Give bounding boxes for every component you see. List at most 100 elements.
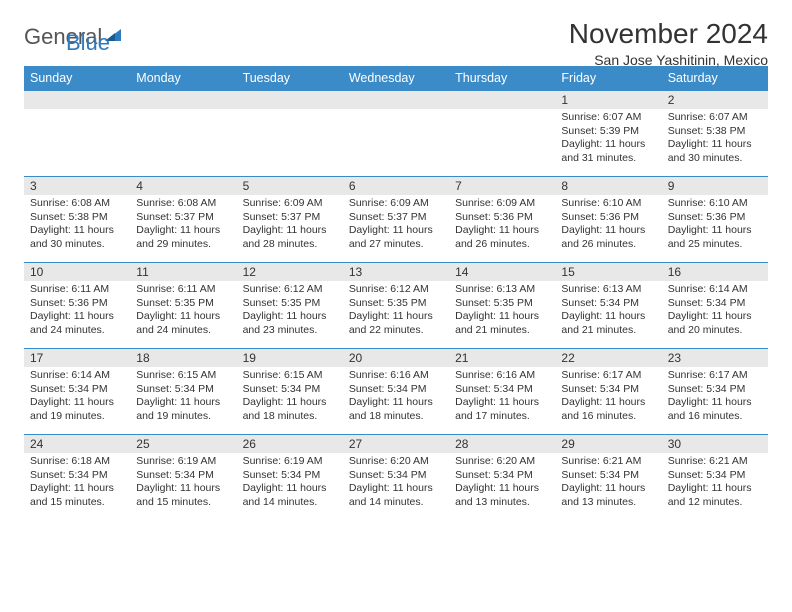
week-row: 17Sunrise: 6:14 AMSunset: 5:34 PMDayligh… (24, 349, 768, 435)
sunrise-line: Sunrise: 6:11 AM (136, 283, 230, 297)
day-content: Sunrise: 6:13 AMSunset: 5:35 PMDaylight:… (449, 281, 555, 342)
daynum-bar: 27 (343, 435, 449, 453)
sunrise-line: Sunrise: 6:10 AM (561, 197, 655, 211)
day-cell: 16Sunrise: 6:14 AMSunset: 5:34 PMDayligh… (662, 263, 768, 349)
empty-daynum-bar (130, 91, 236, 109)
sunset-line: Sunset: 5:34 PM (455, 469, 549, 483)
sunrise-line: Sunrise: 6:19 AM (243, 455, 337, 469)
daylight-line: Daylight: 11 hours and 31 minutes. (561, 138, 655, 165)
day-cell: 29Sunrise: 6:21 AMSunset: 5:34 PMDayligh… (555, 435, 661, 521)
daylight-line: Daylight: 11 hours and 19 minutes. (136, 396, 230, 423)
day-content: Sunrise: 6:07 AMSunset: 5:38 PMDaylight:… (662, 109, 768, 170)
day-cell: 19Sunrise: 6:15 AMSunset: 5:34 PMDayligh… (237, 349, 343, 435)
sunset-line: Sunset: 5:34 PM (455, 383, 549, 397)
sunset-line: Sunset: 5:34 PM (561, 383, 655, 397)
day-header-mon: Monday (130, 66, 236, 91)
sunset-line: Sunset: 5:36 PM (455, 211, 549, 225)
daynum-bar: 7 (449, 177, 555, 195)
sunrise-line: Sunrise: 6:16 AM (455, 369, 549, 383)
title-block: November 2024 San Jose Yashitinin, Mexic… (569, 18, 768, 68)
month-title: November 2024 (569, 18, 768, 50)
day-content: Sunrise: 6:14 AMSunset: 5:34 PMDaylight:… (662, 281, 768, 342)
daylight-line: Daylight: 11 hours and 26 minutes. (561, 224, 655, 251)
day-content: Sunrise: 6:17 AMSunset: 5:34 PMDaylight:… (662, 367, 768, 428)
day-cell: 13Sunrise: 6:12 AMSunset: 5:35 PMDayligh… (343, 263, 449, 349)
day-cell: 2Sunrise: 6:07 AMSunset: 5:38 PMDaylight… (662, 91, 768, 177)
daylight-line: Daylight: 11 hours and 23 minutes. (243, 310, 337, 337)
sunset-line: Sunset: 5:39 PM (561, 125, 655, 139)
sunrise-line: Sunrise: 6:17 AM (668, 369, 762, 383)
day-content: Sunrise: 6:20 AMSunset: 5:34 PMDaylight:… (449, 453, 555, 514)
sunrise-line: Sunrise: 6:12 AM (243, 283, 337, 297)
sunrise-line: Sunrise: 6:10 AM (668, 197, 762, 211)
daynum-bar: 16 (662, 263, 768, 281)
daynum-bar: 4 (130, 177, 236, 195)
day-cell: 30Sunrise: 6:21 AMSunset: 5:34 PMDayligh… (662, 435, 768, 521)
daynum-bar: 11 (130, 263, 236, 281)
day-content: Sunrise: 6:08 AMSunset: 5:37 PMDaylight:… (130, 195, 236, 256)
sunset-line: Sunset: 5:37 PM (243, 211, 337, 225)
sunset-line: Sunset: 5:35 PM (349, 297, 443, 311)
day-cell: 25Sunrise: 6:19 AMSunset: 5:34 PMDayligh… (130, 435, 236, 521)
sunrise-line: Sunrise: 6:09 AM (455, 197, 549, 211)
day-cell: 1Sunrise: 6:07 AMSunset: 5:39 PMDaylight… (555, 91, 661, 177)
daynum-bar: 8 (555, 177, 661, 195)
sunrise-line: Sunrise: 6:16 AM (349, 369, 443, 383)
daylight-line: Daylight: 11 hours and 14 minutes. (349, 482, 443, 509)
sunrise-line: Sunrise: 6:09 AM (243, 197, 337, 211)
sunset-line: Sunset: 5:34 PM (668, 383, 762, 397)
day-content: Sunrise: 6:07 AMSunset: 5:39 PMDaylight:… (555, 109, 661, 170)
day-cell: 28Sunrise: 6:20 AMSunset: 5:34 PMDayligh… (449, 435, 555, 521)
daylight-line: Daylight: 11 hours and 21 minutes. (455, 310, 549, 337)
daynum-bar: 26 (237, 435, 343, 453)
day-header-tue: Tuesday (237, 66, 343, 91)
daylight-line: Daylight: 11 hours and 16 minutes. (561, 396, 655, 423)
sunrise-line: Sunrise: 6:20 AM (455, 455, 549, 469)
daynum-bar: 18 (130, 349, 236, 367)
daylight-line: Daylight: 11 hours and 24 minutes. (136, 310, 230, 337)
daynum-bar: 3 (24, 177, 130, 195)
day-content: Sunrise: 6:19 AMSunset: 5:34 PMDaylight:… (130, 453, 236, 514)
day-cell: 22Sunrise: 6:17 AMSunset: 5:34 PMDayligh… (555, 349, 661, 435)
day-content: Sunrise: 6:15 AMSunset: 5:34 PMDaylight:… (237, 367, 343, 428)
day-content: Sunrise: 6:17 AMSunset: 5:34 PMDaylight:… (555, 367, 661, 428)
sunset-line: Sunset: 5:34 PM (243, 383, 337, 397)
daylight-line: Daylight: 11 hours and 18 minutes. (349, 396, 443, 423)
sunset-line: Sunset: 5:35 PM (243, 297, 337, 311)
sunrise-line: Sunrise: 6:11 AM (30, 283, 124, 297)
sunset-line: Sunset: 5:36 PM (30, 297, 124, 311)
day-cell: 23Sunrise: 6:17 AMSunset: 5:34 PMDayligh… (662, 349, 768, 435)
daynum-bar: 23 (662, 349, 768, 367)
day-cell (24, 91, 130, 177)
daylight-line: Daylight: 11 hours and 19 minutes. (30, 396, 124, 423)
daynum-bar: 1 (555, 91, 661, 109)
empty-daynum-bar (343, 91, 449, 109)
sunset-line: Sunset: 5:37 PM (136, 211, 230, 225)
week-row: 24Sunrise: 6:18 AMSunset: 5:34 PMDayligh… (24, 435, 768, 521)
sunset-line: Sunset: 5:35 PM (455, 297, 549, 311)
daylight-line: Daylight: 11 hours and 15 minutes. (30, 482, 124, 509)
sunrise-line: Sunrise: 6:08 AM (136, 197, 230, 211)
day-cell (237, 91, 343, 177)
sunrise-line: Sunrise: 6:21 AM (561, 455, 655, 469)
daylight-line: Daylight: 11 hours and 29 minutes. (136, 224, 230, 251)
sunrise-line: Sunrise: 6:08 AM (30, 197, 124, 211)
daylight-line: Daylight: 11 hours and 15 minutes. (136, 482, 230, 509)
day-content: Sunrise: 6:13 AMSunset: 5:34 PMDaylight:… (555, 281, 661, 342)
daylight-line: Daylight: 11 hours and 27 minutes. (349, 224, 443, 251)
sunset-line: Sunset: 5:34 PM (243, 469, 337, 483)
day-content: Sunrise: 6:18 AMSunset: 5:34 PMDaylight:… (24, 453, 130, 514)
daylight-line: Daylight: 11 hours and 18 minutes. (243, 396, 337, 423)
daynum-bar: 15 (555, 263, 661, 281)
sunset-line: Sunset: 5:34 PM (561, 297, 655, 311)
day-cell: 24Sunrise: 6:18 AMSunset: 5:34 PMDayligh… (24, 435, 130, 521)
day-content: Sunrise: 6:09 AMSunset: 5:37 PMDaylight:… (343, 195, 449, 256)
daynum-bar: 19 (237, 349, 343, 367)
sunset-line: Sunset: 5:38 PM (668, 125, 762, 139)
week-row: 1Sunrise: 6:07 AMSunset: 5:39 PMDaylight… (24, 91, 768, 177)
daylight-line: Daylight: 11 hours and 28 minutes. (243, 224, 337, 251)
sunrise-line: Sunrise: 6:15 AM (136, 369, 230, 383)
day-content: Sunrise: 6:16 AMSunset: 5:34 PMDaylight:… (449, 367, 555, 428)
daylight-line: Daylight: 11 hours and 22 minutes. (349, 310, 443, 337)
day-content: Sunrise: 6:14 AMSunset: 5:34 PMDaylight:… (24, 367, 130, 428)
